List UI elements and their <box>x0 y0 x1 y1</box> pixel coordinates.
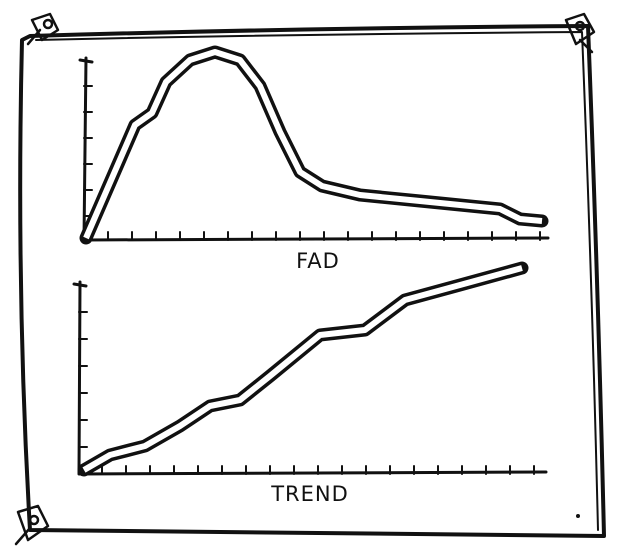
fad-curve-outline <box>79 45 549 245</box>
pin-top-right <box>564 12 596 54</box>
fad-label: FAD <box>296 249 340 273</box>
trend-curve-outline <box>77 261 529 477</box>
dot <box>576 514 580 518</box>
frame <box>18 24 606 538</box>
trend-ticks <box>78 311 535 475</box>
fad-ticks <box>83 85 541 241</box>
pin-top-left <box>26 12 60 46</box>
frame-inner <box>35 31 599 531</box>
fad-curve-fill <box>83 49 543 240</box>
trend-label: TREND <box>270 482 349 506</box>
trend-curve-fill <box>82 265 523 473</box>
pin-bottom-left <box>14 504 50 546</box>
